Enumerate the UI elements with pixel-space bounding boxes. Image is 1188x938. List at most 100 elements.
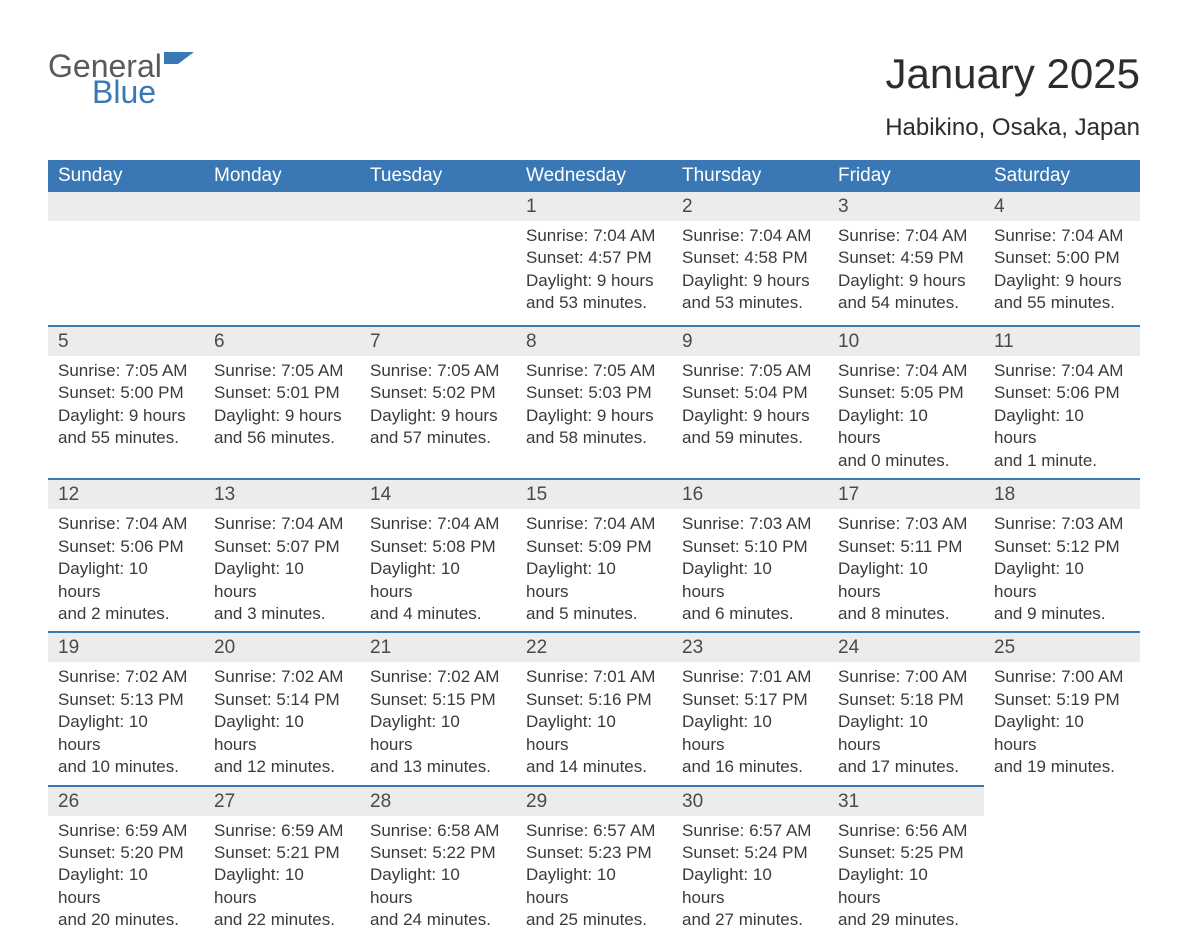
day-sunrise: Sunrise: 6:56 AM — [838, 820, 974, 842]
calendar-cell: 18Sunrise: 7:03 AMSunset: 5:12 PMDayligh… — [984, 478, 1140, 631]
day-sunrise: Sunrise: 6:59 AM — [214, 820, 350, 842]
day-sunset: Sunset: 5:03 PM — [526, 382, 662, 404]
day-details: Sunrise: 7:04 AMSunset: 5:05 PMDaylight:… — [828, 356, 984, 478]
day-day2: and 29 minutes. — [838, 909, 974, 931]
day-number: 27 — [204, 785, 360, 816]
day-sunset: Sunset: 5:17 PM — [682, 689, 818, 711]
day-sunset: Sunset: 5:22 PM — [370, 842, 506, 864]
day-number: 25 — [984, 631, 1140, 662]
day-day1: Daylight: 10 hours — [370, 864, 506, 909]
empty-day-bar — [360, 192, 516, 221]
day-day1: Daylight: 9 hours — [994, 270, 1130, 292]
day-day2: and 53 minutes. — [526, 292, 662, 314]
day-sunrise: Sunrise: 7:04 AM — [838, 225, 974, 247]
day-number: 6 — [204, 325, 360, 356]
logo-flag-icon — [164, 50, 198, 76]
day-sunrise: Sunrise: 7:04 AM — [838, 360, 974, 382]
day-sunset: Sunset: 5:13 PM — [58, 689, 194, 711]
day-sunrise: Sunrise: 6:57 AM — [682, 820, 818, 842]
day-sunset: Sunset: 5:25 PM — [838, 842, 974, 864]
day-day2: and 58 minutes. — [526, 427, 662, 449]
day-sunrise: Sunrise: 6:59 AM — [58, 820, 194, 842]
day-day2: and 57 minutes. — [370, 427, 506, 449]
day-day2: and 6 minutes. — [682, 603, 818, 625]
calendar-header: SundayMondayTuesdayWednesdayThursdayFrid… — [48, 160, 1140, 192]
day-number: 21 — [360, 631, 516, 662]
calendar-cell — [984, 785, 1140, 938]
day-number: 19 — [48, 631, 204, 662]
day-sunrise: Sunrise: 7:01 AM — [682, 666, 818, 688]
day-day1: Daylight: 9 hours — [214, 405, 350, 427]
calendar-week: 26Sunrise: 6:59 AMSunset: 5:20 PMDayligh… — [48, 785, 1140, 938]
day-day1: Daylight: 10 hours — [58, 558, 194, 603]
day-day2: and 16 minutes. — [682, 756, 818, 778]
calendar-cell: 22Sunrise: 7:01 AMSunset: 5:16 PMDayligh… — [516, 631, 672, 784]
day-sunrise: Sunrise: 6:58 AM — [370, 820, 506, 842]
month-title: January 2025 — [885, 50, 1140, 98]
day-day2: and 25 minutes. — [526, 909, 662, 931]
weekday-header: Wednesday — [516, 160, 672, 192]
day-details: Sunrise: 7:04 AMSunset: 4:59 PMDaylight:… — [828, 221, 984, 321]
day-sunrise: Sunrise: 7:05 AM — [370, 360, 506, 382]
day-details: Sunrise: 7:04 AMSunset: 4:57 PMDaylight:… — [516, 221, 672, 321]
calendar-cell: 8 Sunrise: 7:05 AMSunset: 5:03 PMDaylight… — [516, 325, 672, 478]
day-day2: and 8 minutes. — [838, 603, 974, 625]
day-details: Sunrise: 6:59 AMSunset: 5:20 PMDaylight:… — [48, 816, 204, 938]
day-sunrise: Sunrise: 7:00 AM — [994, 666, 1130, 688]
calendar-cell: 31Sunrise: 6:56 AMSunset: 5:25 PMDayligh… — [828, 785, 984, 938]
calendar-cell: 15Sunrise: 7:04 AMSunset: 5:09 PMDayligh… — [516, 478, 672, 631]
day-sunrise: Sunrise: 7:04 AM — [214, 513, 350, 535]
day-day1: Daylight: 9 hours — [526, 405, 662, 427]
day-day2: and 53 minutes. — [682, 292, 818, 314]
day-day1: Daylight: 9 hours — [682, 270, 818, 292]
day-sunset: Sunset: 5:09 PM — [526, 536, 662, 558]
day-day1: Daylight: 10 hours — [838, 864, 974, 909]
calendar-cell: 1Sunrise: 7:04 AMSunset: 4:57 PMDaylight… — [516, 192, 672, 325]
day-day1: Daylight: 10 hours — [838, 405, 974, 450]
day-day1: Daylight: 10 hours — [682, 864, 818, 909]
day-day1: Daylight: 10 hours — [370, 711, 506, 756]
day-number: 8 — [516, 325, 672, 356]
calendar-cell — [204, 192, 360, 325]
calendar-cell: 17Sunrise: 7:03 AMSunset: 5:11 PMDayligh… — [828, 478, 984, 631]
day-details: Sunrise: 7:04 AMSunset: 5:09 PMDaylight:… — [516, 509, 672, 631]
day-number: 12 — [48, 478, 204, 509]
day-day2: and 14 minutes. — [526, 756, 662, 778]
calendar-cell: 4Sunrise: 7:04 AMSunset: 5:00 PMDaylight… — [984, 192, 1140, 325]
day-sunset: Sunset: 5:06 PM — [58, 536, 194, 558]
day-sunrise: Sunrise: 7:05 AM — [58, 360, 194, 382]
day-sunset: Sunset: 5:15 PM — [370, 689, 506, 711]
calendar-table: SundayMondayTuesdayWednesdayThursdayFrid… — [48, 160, 1140, 938]
brand-line2: Blue — [92, 76, 162, 108]
day-details: Sunrise: 6:57 AMSunset: 5:24 PMDaylight:… — [672, 816, 828, 938]
day-sunrise: Sunrise: 7:04 AM — [370, 513, 506, 535]
day-number: 2 — [672, 192, 828, 221]
calendar-cell: 20Sunrise: 7:02 AMSunset: 5:14 PMDayligh… — [204, 631, 360, 784]
day-day2: and 22 minutes. — [214, 909, 350, 931]
weekday-header: Sunday — [48, 160, 204, 192]
day-day2: and 5 minutes. — [526, 603, 662, 625]
day-day1: Daylight: 10 hours — [838, 558, 974, 603]
day-details: Sunrise: 7:03 AMSunset: 5:10 PMDaylight:… — [672, 509, 828, 631]
day-sunset: Sunset: 5:11 PM — [838, 536, 974, 558]
day-sunset: Sunset: 5:16 PM — [526, 689, 662, 711]
day-number: 5 — [48, 325, 204, 356]
day-sunrise: Sunrise: 7:04 AM — [994, 225, 1130, 247]
calendar-cell: 3Sunrise: 7:04 AMSunset: 4:59 PMDaylight… — [828, 192, 984, 325]
day-sunset: Sunset: 5:01 PM — [214, 382, 350, 404]
day-number: 18 — [984, 478, 1140, 509]
header: General Blue January 2025 Habikino, Osak… — [48, 50, 1140, 152]
calendar-cell: 14Sunrise: 7:04 AMSunset: 5:08 PMDayligh… — [360, 478, 516, 631]
day-details: Sunrise: 7:02 AMSunset: 5:14 PMDaylight:… — [204, 662, 360, 784]
day-details: Sunrise: 7:05 AMSunset: 5:04 PMDaylight:… — [672, 356, 828, 456]
day-sunrise: Sunrise: 7:05 AM — [526, 360, 662, 382]
calendar-cell: 25Sunrise: 7:00 AMSunset: 5:19 PMDayligh… — [984, 631, 1140, 784]
day-day1: Daylight: 9 hours — [370, 405, 506, 427]
day-details: Sunrise: 6:59 AMSunset: 5:21 PMDaylight:… — [204, 816, 360, 938]
calendar-cell: 29Sunrise: 6:57 AMSunset: 5:23 PMDayligh… — [516, 785, 672, 938]
day-sunrise: Sunrise: 7:03 AM — [838, 513, 974, 535]
weekday-header: Tuesday — [360, 160, 516, 192]
calendar-cell: 30Sunrise: 6:57 AMSunset: 5:24 PMDayligh… — [672, 785, 828, 938]
day-day1: Daylight: 10 hours — [682, 558, 818, 603]
calendar-week: 1Sunrise: 7:04 AMSunset: 4:57 PMDaylight… — [48, 192, 1140, 325]
